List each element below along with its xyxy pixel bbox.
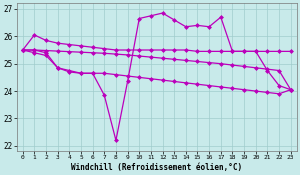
X-axis label: Windchill (Refroidissement éolien,°C): Windchill (Refroidissement éolien,°C) (71, 163, 242, 172)
